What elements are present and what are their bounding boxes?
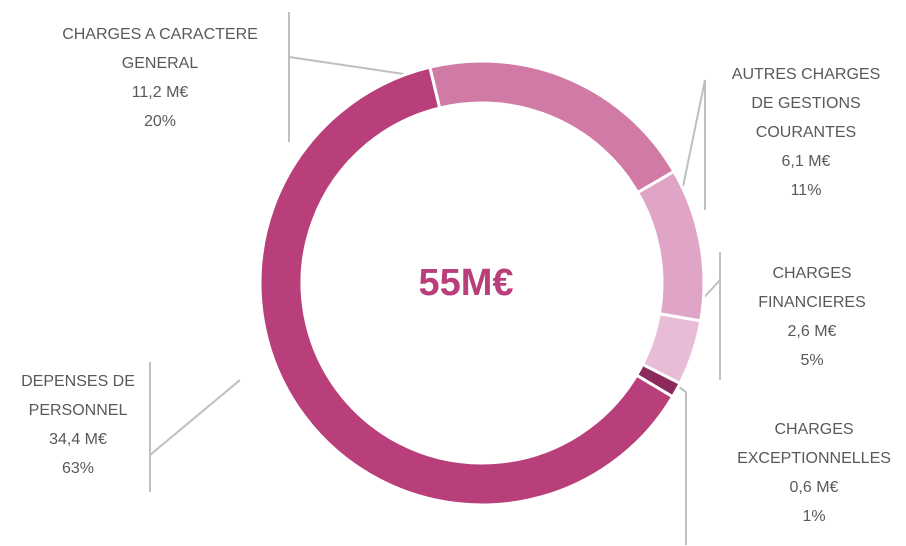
value-label: 0,6 M€ — [789, 479, 839, 496]
data-label: AUTRES CHARGES DE GESTIONS COURANTES 6,1 … — [719, 60, 894, 205]
category-label: CHARGES FINANCIERES — [758, 265, 866, 311]
percent-label: 11% — [790, 182, 822, 199]
category-label: AUTRES CHARGES DE GESTIONS COURANTES — [731, 66, 881, 141]
value-label: 2,6 M€ — [787, 323, 837, 340]
value-label: 6,1 M€ — [781, 153, 831, 170]
value-label: 11,2 M€ — [131, 84, 189, 101]
percent-label: 63% — [61, 460, 95, 477]
center-label: 55M€ — [418, 262, 513, 304]
value-label: 34,4 M€ — [49, 431, 107, 448]
percent-label: 5% — [800, 352, 824, 369]
category-label: CHARGES EXCEPTIONNELLES — [737, 421, 891, 467]
donut-segment — [635, 169, 706, 323]
percent-label: 20% — [143, 113, 177, 130]
percent-label: 1% — [802, 508, 826, 525]
data-label: CHARGES FINANCIERES 2,6 M€ 5% — [737, 259, 887, 375]
category-label: CHARGES A CARACTERE GENERAL — [62, 26, 258, 72]
data-label: CHARGES A CARACTERE GENERAL 11,2 M€ 20% — [30, 20, 290, 136]
donut-segment — [427, 59, 677, 195]
donut-segment — [258, 65, 675, 507]
data-label: DEPENSES DE PERSONNEL 34,4 M€ 63% — [8, 367, 148, 483]
category-label: DEPENSES DE PERSONNEL — [21, 373, 135, 419]
data-label: CHARGES EXCEPTIONNELLES 0,6 M€ 1% — [729, 415, 899, 531]
